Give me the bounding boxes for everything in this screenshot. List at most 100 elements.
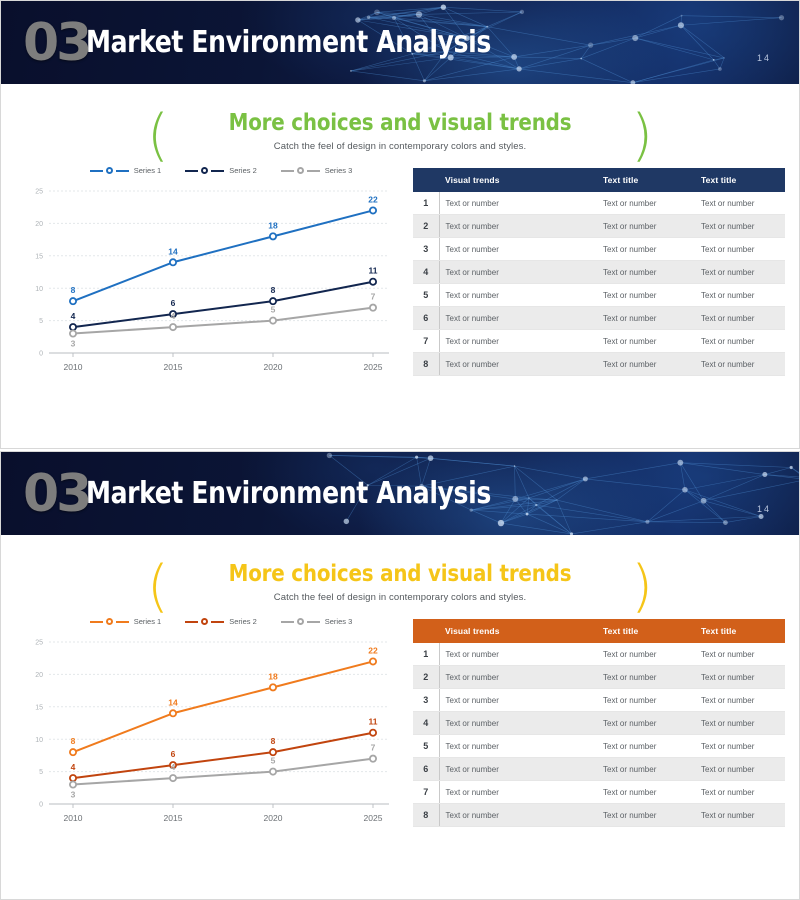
table-cell[interactable]: Text or number bbox=[695, 666, 785, 689]
section-subhead: (More choices and visual trends Catch the… bbox=[165, 561, 635, 603]
row-index: 6 bbox=[413, 307, 439, 330]
table-cell[interactable]: Text or number bbox=[597, 192, 695, 215]
svg-text:20: 20 bbox=[35, 221, 43, 228]
column-header[interactable]: Text title bbox=[695, 619, 785, 643]
table-row[interactable]: 2 Text or number Text or number Text or num… bbox=[413, 666, 785, 689]
table-row[interactable]: 6 Text or number Text or number Text or num… bbox=[413, 758, 785, 781]
svg-text:4: 4 bbox=[171, 311, 176, 321]
svg-text:3: 3 bbox=[71, 339, 76, 349]
table-cell[interactable]: Text or number bbox=[439, 353, 597, 376]
table-row[interactable]: 5 Text or number Text or number Text or num… bbox=[413, 284, 785, 307]
svg-text:5: 5 bbox=[271, 756, 276, 766]
table-cell[interactable]: Text or number bbox=[597, 735, 695, 758]
table-cell[interactable]: Text or number bbox=[597, 284, 695, 307]
table-row[interactable]: 8 Text or number Text or number Text or num… bbox=[413, 353, 785, 376]
svg-text:18: 18 bbox=[268, 671, 278, 681]
table-cell[interactable]: Text or number bbox=[695, 353, 785, 376]
legend-marker-icon bbox=[297, 167, 304, 174]
column-header[interactable]: Visual trends bbox=[439, 168, 597, 192]
table-cell[interactable]: Text or number bbox=[439, 238, 597, 261]
table-cell[interactable]: Text or number bbox=[439, 330, 597, 353]
table-cell[interactable]: Text or number bbox=[597, 307, 695, 330]
table-cell[interactable]: Text or number bbox=[439, 643, 597, 666]
table-row[interactable]: 8 Text or number Text or number Text or num… bbox=[413, 804, 785, 827]
svg-text:2025: 2025 bbox=[364, 362, 383, 372]
table-cell[interactable]: Text or number bbox=[439, 284, 597, 307]
svg-text:2020: 2020 bbox=[264, 362, 283, 372]
table-cell[interactable]: Text or number bbox=[439, 192, 597, 215]
column-header[interactable]: Visual trends bbox=[439, 619, 597, 643]
section-subhead: (More choices and visual trends Catch the… bbox=[165, 110, 635, 152]
table-cell[interactable]: Text or number bbox=[695, 689, 785, 712]
column-header[interactable]: Text title bbox=[695, 168, 785, 192]
table-row[interactable]: 3 Text or number Text or number Text or num… bbox=[413, 689, 785, 712]
table-cell[interactable]: Text or number bbox=[597, 758, 695, 781]
table-row[interactable]: 4 Text or number Text or number Text or num… bbox=[413, 712, 785, 735]
table-cell[interactable]: Text or number bbox=[695, 781, 785, 804]
table-cell[interactable]: Text or number bbox=[695, 261, 785, 284]
table-cell[interactable]: Text or number bbox=[597, 353, 695, 376]
table-row[interactable]: 5 Text or number Text or number Text or num… bbox=[413, 735, 785, 758]
table-cell[interactable]: Text or number bbox=[439, 804, 597, 827]
table-cell[interactable]: Text or number bbox=[597, 712, 695, 735]
table-cell[interactable]: Text or number bbox=[597, 330, 695, 353]
legend-item-series-3[interactable]: Series 3 bbox=[281, 617, 353, 626]
table-cell[interactable]: Text or number bbox=[597, 689, 695, 712]
table-cell[interactable]: Text or number bbox=[695, 758, 785, 781]
subhead-subtitle: Catch the feel of design in contemporary… bbox=[165, 592, 635, 603]
table-cell[interactable]: Text or number bbox=[695, 238, 785, 261]
table-cell[interactable]: Text or number bbox=[695, 215, 785, 238]
legend-line-icon bbox=[116, 621, 129, 623]
table-row[interactable]: 7 Text or number Text or number Text or num… bbox=[413, 781, 785, 804]
svg-text:8: 8 bbox=[271, 736, 276, 746]
table-cell[interactable]: Text or number bbox=[597, 804, 695, 827]
svg-text:2025: 2025 bbox=[364, 813, 383, 823]
legend-item-series-2[interactable]: Series 2 bbox=[185, 166, 257, 175]
legend-item-series-2[interactable]: Series 2 bbox=[185, 617, 257, 626]
table-row[interactable]: 2 Text or number Text or number Text or num… bbox=[413, 215, 785, 238]
data-table: Visual trends Text title Text title 1 Text o… bbox=[413, 168, 785, 376]
table-cell[interactable]: Text or number bbox=[695, 284, 785, 307]
table-cell[interactable]: Text or number bbox=[695, 643, 785, 666]
table-cell[interactable]: Text or number bbox=[695, 735, 785, 758]
table-row[interactable]: 4 Text or number Text or number Text or num… bbox=[413, 261, 785, 284]
table-cell[interactable]: Text or number bbox=[597, 238, 695, 261]
table-row[interactable]: 3 Text or number Text or number Text or num… bbox=[413, 238, 785, 261]
table-row[interactable]: 7 Text or number Text or number Text or num… bbox=[413, 330, 785, 353]
table-cell[interactable]: Text or number bbox=[695, 712, 785, 735]
column-header-index[interactable] bbox=[413, 168, 439, 192]
table-cell[interactable]: Text or number bbox=[439, 666, 597, 689]
table-cell[interactable]: Text or number bbox=[695, 330, 785, 353]
svg-text:18: 18 bbox=[268, 220, 278, 230]
table-cell[interactable]: Text or number bbox=[439, 261, 597, 284]
table-cell[interactable]: Text or number bbox=[597, 643, 695, 666]
table-cell[interactable]: Text or number bbox=[439, 215, 597, 238]
slide-2: 03 Market Environment Analysis 14(More cho… bbox=[0, 451, 800, 900]
table-cell[interactable]: Text or number bbox=[695, 192, 785, 215]
table-cell[interactable]: Text or number bbox=[597, 261, 695, 284]
table-cell[interactable]: Text or number bbox=[597, 666, 695, 689]
svg-text:3: 3 bbox=[71, 790, 76, 800]
legend-label: Series 3 bbox=[325, 166, 353, 175]
table-cell[interactable]: Text or number bbox=[695, 804, 785, 827]
table-cell[interactable]: Text or number bbox=[439, 758, 597, 781]
table-cell[interactable]: Text or number bbox=[439, 735, 597, 758]
column-header[interactable]: Text title bbox=[597, 619, 695, 643]
table-cell[interactable]: Text or number bbox=[439, 307, 597, 330]
table-cell[interactable]: Text or number bbox=[439, 781, 597, 804]
table-row[interactable]: 1 Text or number Text or number Text or num… bbox=[413, 643, 785, 666]
table-cell[interactable]: Text or number bbox=[597, 215, 695, 238]
legend-line-icon bbox=[185, 621, 198, 623]
page-number: 14 bbox=[757, 53, 771, 63]
svg-text:10: 10 bbox=[35, 286, 43, 293]
table-row[interactable]: 6 Text or number Text or number Text or num… bbox=[413, 307, 785, 330]
table-cell[interactable]: Text or number bbox=[439, 689, 597, 712]
legend-item-series-3[interactable]: Series 3 bbox=[281, 166, 353, 175]
table-cell[interactable]: Text or number bbox=[597, 781, 695, 804]
column-header[interactable]: Text title bbox=[597, 168, 695, 192]
svg-text:25: 25 bbox=[35, 189, 43, 196]
column-header-index[interactable] bbox=[413, 619, 439, 643]
table-cell[interactable]: Text or number bbox=[695, 307, 785, 330]
table-cell[interactable]: Text or number bbox=[439, 712, 597, 735]
table-row[interactable]: 1 Text or number Text or number Text or num… bbox=[413, 192, 785, 215]
